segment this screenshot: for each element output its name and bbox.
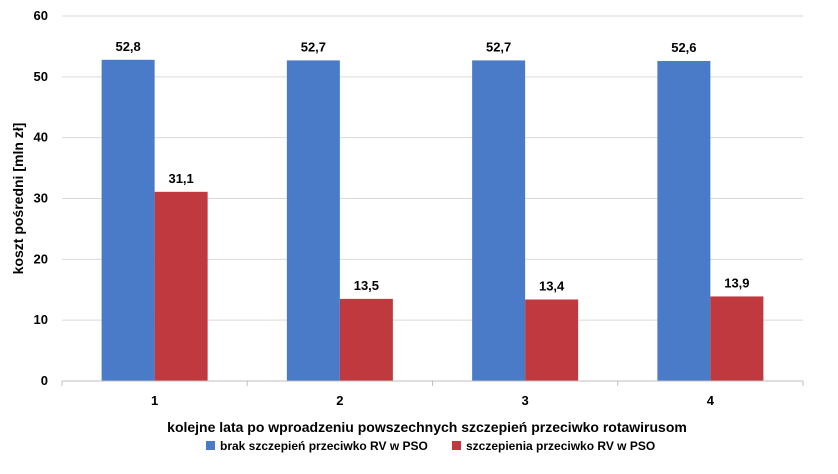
legend-swatch bbox=[452, 441, 461, 450]
y-tick-label: 10 bbox=[34, 312, 48, 327]
y-tick-label: 60 bbox=[34, 8, 48, 23]
y-axis-ticks: 0 10 20 30 40 50 60 bbox=[34, 8, 48, 388]
legend: brak szczepień przeciwko RV w PSO szczepi… bbox=[206, 439, 655, 453]
bar-value-label: 13,9 bbox=[724, 275, 749, 290]
bar-value-label: 13,4 bbox=[539, 278, 565, 293]
y-tick-label: 0 bbox=[41, 373, 48, 388]
x-tick-label: 1 bbox=[151, 393, 158, 408]
legend-label: szczepienia przeciwko RV w PSO bbox=[466, 439, 655, 453]
x-tick-label: 2 bbox=[336, 393, 343, 408]
x-tick-label: 3 bbox=[522, 393, 529, 408]
bar-no-vaccination bbox=[286, 60, 340, 382]
bar-value-label: 52,6 bbox=[671, 40, 696, 55]
y-tick-label: 20 bbox=[34, 251, 48, 266]
bar-no-vaccination bbox=[657, 61, 711, 382]
bar-value-label: 13,5 bbox=[354, 278, 379, 293]
y-tick-label: 50 bbox=[34, 69, 48, 84]
bar-no-vaccination bbox=[101, 59, 155, 382]
bars: 52,8 31,1 52,7 13,5 52,7 13,4 52,6 13,9 bbox=[101, 39, 764, 382]
legend-label: brak szczepień przeciwko RV w PSO bbox=[220, 439, 428, 453]
bar-value-label: 52,7 bbox=[486, 39, 511, 54]
bar-value-label: 52,7 bbox=[301, 39, 326, 54]
x-axis-title: kolejne lata po wproadzeniu powszechnych… bbox=[167, 419, 687, 435]
legend-swatch bbox=[206, 441, 215, 450]
bar-value-label: 31,1 bbox=[168, 171, 193, 186]
bar-vaccination bbox=[339, 298, 393, 381]
y-axis-title: koszt pośredni [mln zł] bbox=[10, 123, 26, 275]
x-tick-label: 4 bbox=[707, 393, 715, 408]
x-axis-ticks: 1 2 3 4 bbox=[61, 381, 804, 408]
bar-vaccination bbox=[154, 191, 208, 381]
bar-vaccination bbox=[710, 296, 764, 381]
bar-vaccination bbox=[525, 299, 579, 381]
y-tick-label: 40 bbox=[34, 130, 48, 145]
bar-no-vaccination bbox=[472, 60, 526, 382]
bar-value-label: 52,8 bbox=[115, 39, 140, 54]
y-tick-label: 30 bbox=[34, 191, 48, 206]
